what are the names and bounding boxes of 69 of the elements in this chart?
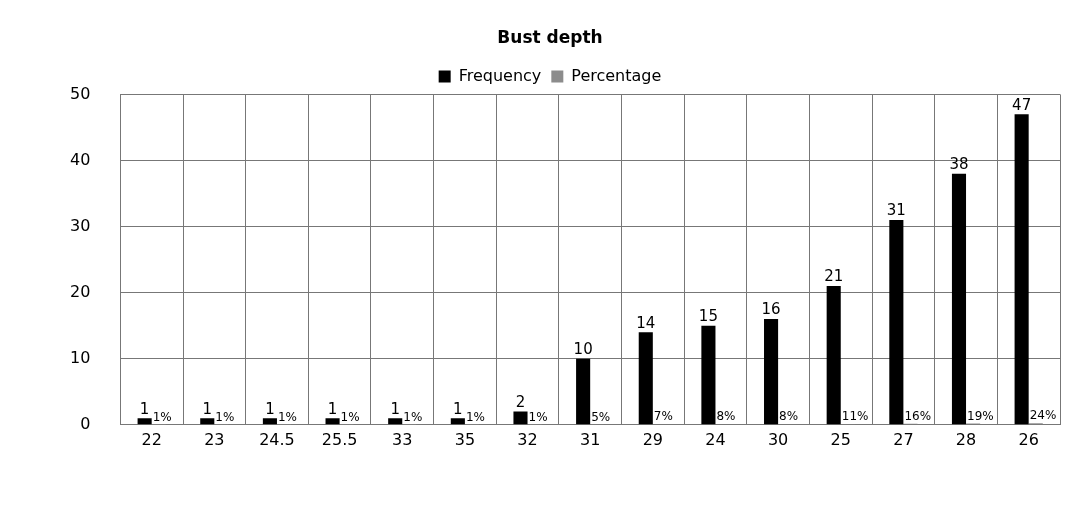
data-label: 8% <box>779 409 799 424</box>
x-tick-label: 29 <box>642 429 663 449</box>
data-label: 14 <box>636 313 656 332</box>
bar <box>325 418 340 425</box>
data-label: 2 <box>515 392 526 411</box>
bar <box>889 219 904 425</box>
data-label: 15 <box>698 307 718 326</box>
bar <box>951 173 967 425</box>
data-label: 1% <box>277 409 298 424</box>
bar <box>764 319 779 425</box>
data-label: 1 <box>202 399 213 418</box>
data-label: 1 <box>139 399 150 418</box>
data-label: 11% <box>841 409 869 424</box>
x-tick-label: 26 <box>1018 429 1039 449</box>
data-label: 5% <box>591 409 611 424</box>
data-label: 21 <box>824 267 844 286</box>
data-label: 7% <box>653 409 673 424</box>
bar <box>513 411 528 425</box>
data-label: 1% <box>152 409 172 424</box>
data-label: 31 <box>886 201 906 220</box>
bar <box>450 418 465 425</box>
data-label: 16% <box>904 408 932 423</box>
x-tick-label: 33 <box>392 429 413 449</box>
y-tick-label: 50 <box>70 83 91 103</box>
y-tick-label: 40 <box>70 149 91 169</box>
chart-title: Bust depth <box>497 26 603 47</box>
data-label: 1% <box>465 409 485 424</box>
bar <box>826 286 841 425</box>
legend-label: Percentage <box>571 65 662 85</box>
data-label: 1 <box>327 399 338 418</box>
bar <box>388 418 403 425</box>
bar <box>262 418 277 425</box>
legend-label: Frequency <box>458 65 542 85</box>
x-tick-label: 28 <box>955 429 977 449</box>
data-label: 16 <box>761 300 781 319</box>
data-label: 38 <box>949 155 969 174</box>
x-tick-label: 30 <box>767 429 789 449</box>
data-label: 1% <box>215 409 235 424</box>
x-tick-label: 24.5 <box>259 429 295 449</box>
bar <box>200 418 215 425</box>
x-tick-label: 23 <box>204 429 225 449</box>
x-tick-label: 25 <box>830 429 851 449</box>
y-tick-label: 30 <box>70 215 91 235</box>
bar <box>576 358 591 425</box>
x-tick-label: 24 <box>705 429 726 449</box>
bar <box>701 325 716 425</box>
data-label: 8% <box>716 409 736 424</box>
x-tick-label: 32 <box>517 429 538 449</box>
x-tick-label: 22 <box>141 429 162 449</box>
data-label: 19% <box>967 408 994 423</box>
x-tick-label: 31 <box>580 429 601 449</box>
data-label: 10 <box>573 340 593 359</box>
data-label: 47 <box>1012 95 1032 114</box>
x-tick-label: 25.5 <box>321 429 358 449</box>
y-tick-label: 10 <box>70 347 91 367</box>
data-label: 1 <box>390 399 400 418</box>
y-tick-label: 20 <box>70 281 91 301</box>
data-label: 1% <box>340 409 360 424</box>
bar <box>638 332 653 425</box>
y-tick-label: 0 <box>80 413 91 433</box>
data-label: 1 <box>265 399 275 418</box>
bar <box>137 418 152 425</box>
data-label: 1 <box>453 399 463 418</box>
data-label: 24% <box>1029 408 1057 423</box>
x-tick-label: 35 <box>454 429 476 449</box>
bar <box>1014 114 1029 425</box>
x-tick-label: 27 <box>893 429 914 449</box>
data-label: 1% <box>403 409 423 424</box>
data-label: 1% <box>528 409 548 424</box>
